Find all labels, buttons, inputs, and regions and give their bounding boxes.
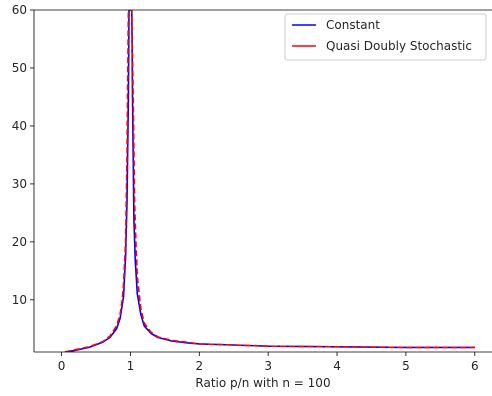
y-tick-label: 10 (12, 293, 27, 307)
x-ticks: 0 1 2 3 4 5 6 (58, 352, 479, 373)
x-tick-label: 0 (58, 359, 66, 373)
x-tick-label: 5 (402, 359, 410, 373)
y-tick-label: 20 (12, 235, 27, 249)
x-tick-label: 2 (195, 359, 203, 373)
axes-layer (33, 9, 492, 353)
legend-label-constant: Constant (326, 18, 380, 32)
y-tick-label: 50 (12, 61, 27, 75)
x-tick-label: 6 (471, 359, 479, 373)
series-layer (64, 10, 475, 352)
x-tick-label: 3 (264, 359, 272, 373)
y-tick-label: 60 (12, 3, 27, 17)
y-tick-label: 40 (12, 119, 27, 133)
y-ticks: 10 20 30 40 50 60 (12, 3, 34, 307)
legend-label-quasi-doubly-stochastic: Quasi Doubly Stochastic (326, 39, 472, 53)
legend: Constant Quasi Doubly Stochastic (284, 13, 487, 61)
series-line-quasi-doubly-stochastic (64, 10, 475, 352)
y-tick-label: 30 (12, 177, 27, 191)
legend-box (284, 13, 487, 61)
x-tick-label: 1 (127, 359, 135, 373)
x-axis-label: Ratio p/n with n = 100 (195, 376, 330, 390)
series-line-constant (64, 10, 475, 352)
x-tick-label: 4 (333, 359, 341, 373)
